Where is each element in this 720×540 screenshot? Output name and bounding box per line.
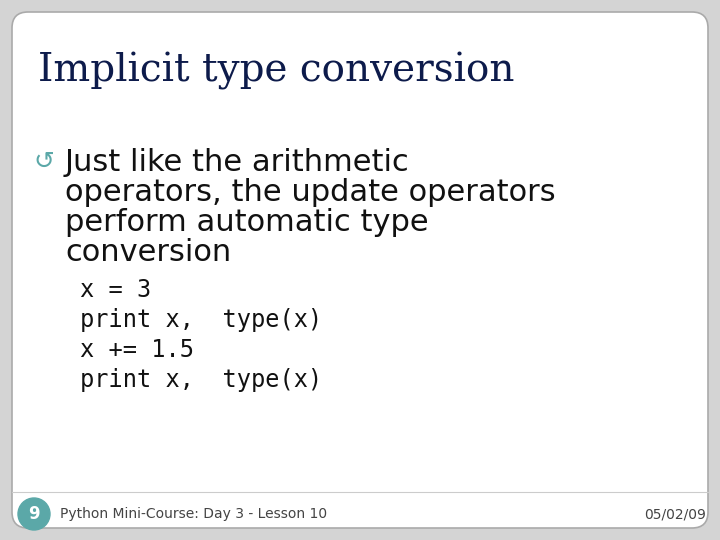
Text: Implicit type conversion: Implicit type conversion xyxy=(38,52,515,90)
Text: print x,  type(x): print x, type(x) xyxy=(80,308,323,332)
Text: conversion: conversion xyxy=(65,238,231,267)
Text: Just like the arithmetic: Just like the arithmetic xyxy=(65,148,410,177)
Text: 05/02/09: 05/02/09 xyxy=(644,507,706,521)
Circle shape xyxy=(18,498,50,530)
Text: perform automatic type: perform automatic type xyxy=(65,208,428,237)
Text: x = 3: x = 3 xyxy=(80,278,151,302)
Text: ↺: ↺ xyxy=(33,150,54,174)
Text: operators, the update operators: operators, the update operators xyxy=(65,178,556,207)
Text: 9: 9 xyxy=(28,505,40,523)
FancyBboxPatch shape xyxy=(12,12,708,528)
Text: x += 1.5: x += 1.5 xyxy=(80,338,194,362)
Text: Python Mini-Course: Day 3 - Lesson 10: Python Mini-Course: Day 3 - Lesson 10 xyxy=(60,507,327,521)
Text: print x,  type(x): print x, type(x) xyxy=(80,368,323,392)
